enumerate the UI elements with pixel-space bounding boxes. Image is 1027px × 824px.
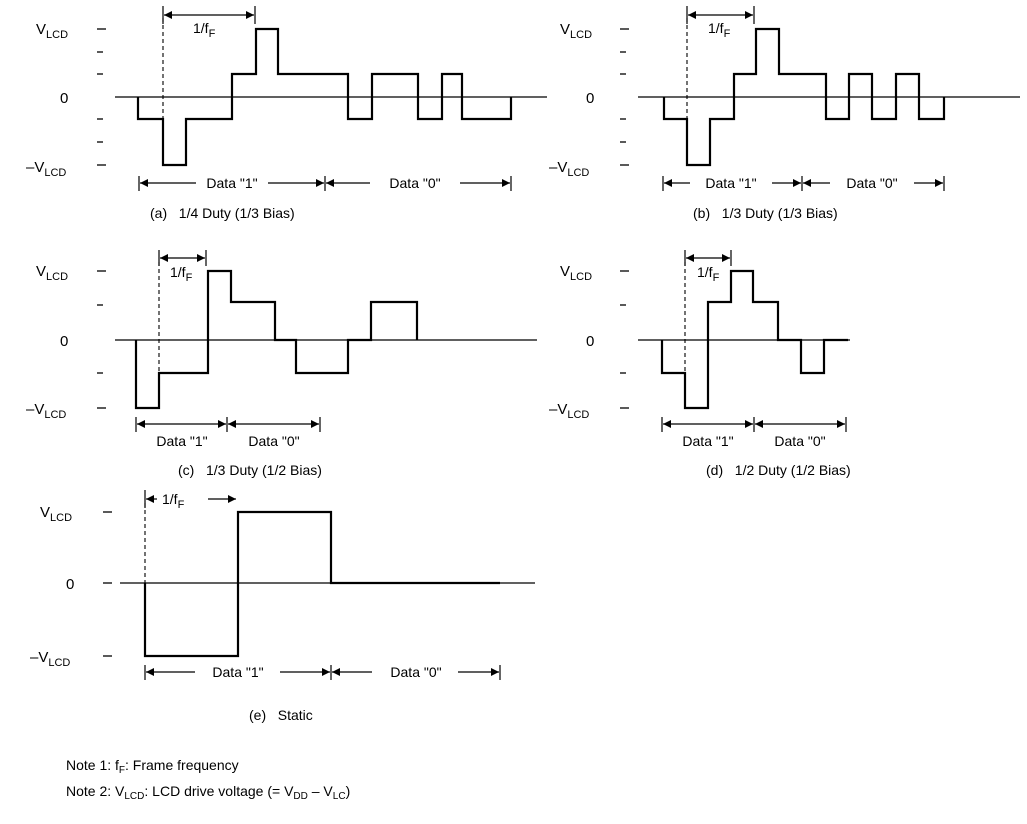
panel-d-neg-vlcd-label: –VLCD [549, 401, 589, 421]
panel-e-data0-label: Data "0" [390, 664, 441, 680]
panel-b-neg-vlcd-label: –VLCD [549, 159, 589, 179]
panel-a-data-arrows [138, 176, 512, 191]
notes: Note 1: fF: Frame frequency Note 2: VLCD… [66, 752, 350, 804]
panel-a-level-ticks [97, 28, 106, 166]
panel-e-vlcd-label: VLCD [40, 504, 72, 524]
panel-c-data-arrows [135, 417, 321, 432]
panel-e-level-ticks [103, 511, 112, 657]
panel-b-level-ticks [620, 28, 629, 166]
panel-b-vlcd-label: VLCD [560, 21, 592, 41]
panel-c-caption: (c) 1/3 Duty (1/2 Bias) [178, 462, 322, 478]
panel-c-vlcd-label: VLCD [36, 263, 68, 283]
panel-d-vlcd-label: VLCD [560, 263, 592, 283]
panel-e-caption: (e) Static [249, 707, 313, 723]
panel-b-zero-label: 0 [586, 90, 594, 107]
panel-a-vlcd-label: VLCD [36, 21, 68, 41]
panel-d-data-arrows [661, 417, 847, 432]
panel-c: VLCD 0 –VLCD 1/fF Data "1" Data "0" (c) … [26, 250, 537, 478]
panel-c-data1-label: Data "1" [156, 433, 207, 449]
panel-a: VLCD 0 –VLCD 1/fF Data "1" Data "0" [26, 6, 547, 221]
panel-a-caption: (a) 1/4 Duty (1/3 Bias) [150, 205, 295, 221]
panel-a-data0-label: Data "0" [389, 175, 440, 191]
panel-c-period-label: 1/fF [170, 264, 193, 284]
panel-b-waveform [662, 27, 946, 167]
panel-c-zero-label: 0 [60, 333, 68, 350]
panel-d-level-ticks [620, 270, 629, 409]
panel-b-period-label: 1/fF [708, 20, 731, 40]
panel-d: VLCD 0 –VLCD 1/fF Data "1" Data "0" (d) … [549, 250, 851, 478]
panel-b-data-arrows [662, 176, 945, 191]
panel-e-waveform [143, 510, 500, 658]
panel-d-data0-label: Data "0" [774, 433, 825, 449]
panel-a-data1-label: Data "1" [206, 175, 257, 191]
panel-c-level-ticks [97, 270, 106, 409]
panel-a-zero-label: 0 [60, 90, 68, 107]
panel-e: VLCD 0 –VLCD 1/fF Data "1" Data "0" (e) … [30, 490, 535, 723]
panel-e-neg-vlcd-label: –VLCD [30, 649, 70, 669]
panel-e-period-label: 1/fF [162, 491, 185, 511]
panel-d-data1-label: Data "1" [682, 433, 733, 449]
panel-b-data1-label: Data "1" [705, 175, 756, 191]
panel-c-neg-vlcd-label: –VLCD [26, 401, 66, 421]
panel-d-zero-label: 0 [586, 333, 594, 350]
panel-d-caption: (d) 1/2 Duty (1/2 Bias) [706, 462, 851, 478]
panel-a-neg-vlcd-label: –VLCD [26, 159, 66, 179]
panel-e-zero-label: 0 [66, 576, 74, 593]
panel-e-data-arrows [144, 665, 501, 680]
note-1: Note 1: fF: Frame frequency [66, 757, 239, 776]
panel-a-period-label: 1/fF [193, 20, 216, 40]
panel-c-data0-label: Data "0" [248, 433, 299, 449]
note-2: Note 2: VLCD: LCD drive voltage (= VDD –… [66, 783, 351, 802]
panel-e-data1-label: Data "1" [212, 664, 263, 680]
panel-c-waveform [134, 269, 419, 410]
panel-d-period-label: 1/fF [697, 264, 720, 284]
panel-b-caption: (b) 1/3 Duty (1/3 Bias) [693, 205, 838, 221]
panel-b: VLCD 0 –VLCD 1/fF Data "1" Data "0" [549, 6, 1020, 221]
panel-b-data0-label: Data "0" [846, 175, 897, 191]
panel-a-waveform [136, 27, 513, 167]
